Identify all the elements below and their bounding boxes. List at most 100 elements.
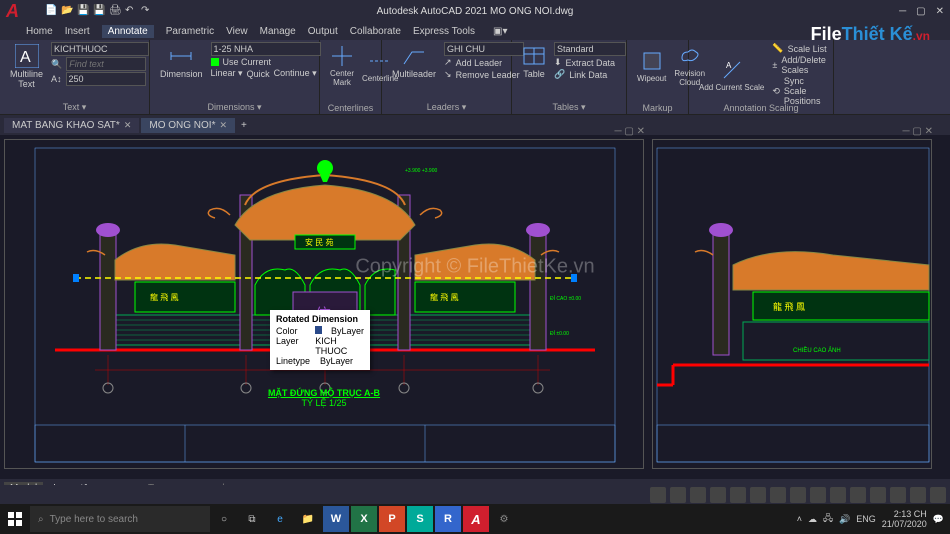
- status-anno-icon[interactable]: [870, 487, 886, 503]
- viewport-controls[interactable]: ─ ▢ ✕: [615, 126, 645, 137]
- powerpoint-icon[interactable]: P: [379, 506, 405, 532]
- tab-collaborate[interactable]: Collaborate: [350, 26, 401, 37]
- svg-text:CHIỀU CAO ẢNH: CHIỀU CAO ẢNH: [793, 347, 841, 354]
- status-sc-icon[interactable]: [850, 487, 866, 503]
- settings-icon[interactable]: ⚙: [491, 506, 517, 532]
- open-icon[interactable]: 📂: [61, 5, 73, 17]
- revit-icon[interactable]: R: [435, 506, 461, 532]
- plot-icon[interactable]: 🖨: [109, 5, 121, 17]
- tab-view[interactable]: View: [226, 26, 248, 37]
- close-tab-icon[interactable]: ✕: [219, 120, 227, 131]
- maximize-icon[interactable]: ▢: [916, 6, 925, 17]
- multileader-button[interactable]: Multileader: [388, 42, 440, 81]
- new-icon[interactable]: 📄: [45, 5, 57, 17]
- tray-lang[interactable]: ENG: [856, 514, 876, 524]
- redo-icon[interactable]: ↷: [141, 5, 153, 17]
- table-style-select[interactable]: [554, 42, 626, 56]
- status-iso-icon[interactable]: [910, 487, 926, 503]
- panel-text-label: Text ▾: [0, 102, 149, 113]
- minimize-icon[interactable]: ─: [899, 6, 906, 17]
- link-data-button[interactable]: Link Data: [569, 70, 607, 80]
- tab-annotate[interactable]: Annotate: [102, 25, 154, 38]
- viewport-controls[interactable]: ─ ▢ ✕: [903, 126, 933, 137]
- status-otrack-icon[interactable]: [770, 487, 786, 503]
- tab-express[interactable]: Express Tools: [413, 26, 475, 37]
- undo-icon[interactable]: ↶: [125, 5, 137, 17]
- text-height-input[interactable]: [66, 72, 146, 86]
- close-tab-icon[interactable]: ✕: [124, 120, 132, 131]
- sync-scales-button[interactable]: Sync Scale Positions: [784, 76, 827, 106]
- edge-icon[interactable]: e: [267, 506, 293, 532]
- tab-insert[interactable]: Insert: [65, 26, 90, 37]
- saveas-icon[interactable]: 💾: [93, 5, 105, 17]
- tab-output[interactable]: Output: [308, 26, 338, 37]
- autocad-taskbar-icon[interactable]: A: [463, 506, 489, 532]
- tab-parametric[interactable]: Parametric: [166, 26, 214, 37]
- continue-button[interactable]: Continue ▾: [274, 68, 317, 79]
- status-lwt-icon[interactable]: [810, 487, 826, 503]
- drawing-title: MẶT ĐỨNG MỘ TRỤC A-B TỶ LỆ 1/25: [5, 388, 643, 408]
- wipeout-button[interactable]: Wipeout: [633, 42, 670, 89]
- add-current-scale-button[interactable]: A Add Current Scale: [695, 42, 768, 107]
- dim-style-select[interactable]: [211, 42, 321, 56]
- scale-list-button[interactable]: Scale List: [788, 44, 827, 54]
- panel-annoscale-label: Annotation Scaling: [689, 103, 833, 113]
- tab-home[interactable]: Home: [26, 26, 53, 37]
- viewport-second[interactable]: ─ ▢ ✕ 龍 飛 鳳 CHIỀU CAO ẢNH: [652, 139, 932, 469]
- status-ortho-icon[interactable]: [690, 487, 706, 503]
- status-snap-icon[interactable]: [670, 487, 686, 503]
- tray-network-icon[interactable]: 🖧: [823, 511, 833, 527]
- remove-leader-button[interactable]: Remove Leader: [456, 70, 520, 80]
- multiline-text-button[interactable]: A Multiline Text: [6, 42, 47, 91]
- explorer-icon[interactable]: 📁: [295, 506, 321, 532]
- text-style-select[interactable]: [51, 42, 149, 56]
- app-s-icon[interactable]: S: [407, 506, 433, 532]
- drawing-tab[interactable]: MAT BANG KHAO SAT*✕: [4, 118, 139, 133]
- remove-leader-icon: ↘: [444, 69, 452, 80]
- status-qp-icon[interactable]: [830, 487, 846, 503]
- drawing-tab[interactable]: MO ONG NOI*✕: [141, 118, 235, 133]
- dimension-button[interactable]: Dimension: [156, 42, 207, 81]
- svg-text:+3.900 +3.900: +3.900 +3.900: [405, 168, 437, 174]
- tab-more-icon[interactable]: ▣▾: [493, 26, 507, 37]
- adddel-scales-button[interactable]: Add/Delete Scales: [781, 55, 827, 75]
- tray-cloud-icon[interactable]: ☁: [808, 514, 817, 525]
- status-grid-icon[interactable]: [650, 487, 666, 503]
- add-leader-icon: ↗: [444, 57, 452, 68]
- start-button[interactable]: [0, 504, 30, 534]
- extract-data-button[interactable]: Extract Data: [566, 58, 616, 68]
- status-osnap-icon[interactable]: [730, 487, 746, 503]
- quick-access-toolbar[interactable]: 📄 📂 💾 💾 🖨 ↶ ↷: [45, 5, 153, 17]
- taskbar-search[interactable]: ⌕Type here to search: [30, 506, 210, 532]
- table-button[interactable]: Table: [518, 42, 550, 81]
- panel-markup: Wipeout Revision Cloud Markup: [627, 40, 689, 114]
- status-polar-icon[interactable]: [710, 487, 726, 503]
- add-leader-button[interactable]: Add Leader: [456, 58, 503, 68]
- tray-volume-icon[interactable]: 🔊: [839, 514, 850, 525]
- tray-notif-icon[interactable]: 💬: [933, 514, 944, 525]
- close-icon[interactable]: ✕: [936, 6, 944, 17]
- leader-icon: [402, 44, 426, 68]
- tray-up-icon[interactable]: ˄: [797, 514, 802, 524]
- status-clean-icon[interactable]: [930, 487, 946, 503]
- status-dyn-icon[interactable]: [790, 487, 806, 503]
- system-tray[interactable]: ˄ ☁ 🖧 🔊 ENG 2:13 CH 21/07/2020 💬: [797, 509, 944, 529]
- drawing-area[interactable]: ─ ▢ ✕ 龍: [0, 135, 950, 479]
- link-icon: 🔗: [554, 69, 565, 80]
- save-icon[interactable]: 💾: [77, 5, 89, 17]
- use-current-button[interactable]: Use Current: [223, 57, 272, 67]
- status-ws-icon[interactable]: [890, 487, 906, 503]
- find-text-input[interactable]: [66, 57, 146, 71]
- cortana-icon[interactable]: ○: [211, 506, 237, 532]
- word-icon[interactable]: W: [323, 506, 349, 532]
- excel-icon[interactable]: X: [351, 506, 377, 532]
- center-mark-button[interactable]: Center Mark: [326, 42, 358, 89]
- linear-button[interactable]: Linear ▾: [211, 68, 243, 79]
- viewport-main[interactable]: ─ ▢ ✕ 龍: [4, 139, 644, 469]
- new-tab-button[interactable]: +: [241, 120, 247, 131]
- quick-button[interactable]: Quick: [247, 69, 270, 79]
- panel-centerlines: Center Mark Centerline Centerlines: [320, 40, 382, 114]
- status-3dosnap-icon[interactable]: [750, 487, 766, 503]
- taskview-icon[interactable]: ⧉: [239, 506, 265, 532]
- tab-manage[interactable]: Manage: [260, 26, 296, 37]
